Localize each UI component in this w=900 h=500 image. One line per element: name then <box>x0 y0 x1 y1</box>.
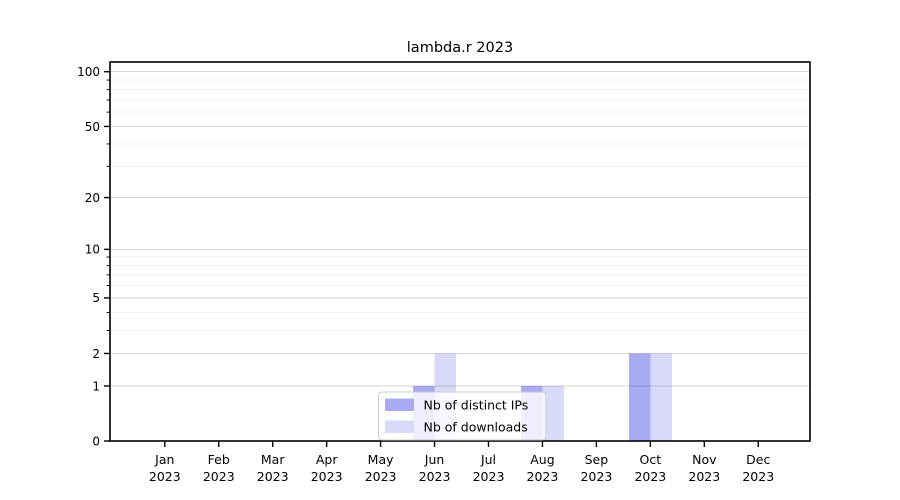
x-tick-label-jul-2023: Jul 2023 <box>473 452 505 484</box>
legend-label-nb-of-distinct-ips: Nb of distinct IPs <box>424 398 529 413</box>
y-tick-label-10: 10 <box>85 243 100 257</box>
x-tick-label-jun-2023: Jun 2023 <box>419 452 451 484</box>
y-tick-label-20: 20 <box>85 191 100 205</box>
y-tick-label-100: 100 <box>77 65 100 79</box>
x-tick-label-apr-2023: Apr 2023 <box>311 452 343 484</box>
chart-title: lambda.r 2023 <box>407 40 513 56</box>
y-tick-label-50: 50 <box>85 120 100 134</box>
x-tick-label-sep-2023: Sep 2023 <box>580 452 612 484</box>
x-tick-label-oct-2023: Oct 2023 <box>634 452 666 484</box>
legend: Nb of distinct IPs Nb of downloads <box>378 391 547 441</box>
plot-border <box>109 61 811 442</box>
x-tick-label-aug-2023: Aug 2023 <box>527 452 559 484</box>
legend-swatch-nb-of-distinct-ips <box>385 398 414 411</box>
y-tick-label-5: 5 <box>92 291 100 305</box>
gridlines-layer <box>111 71 809 387</box>
x-tick-label-jan-2023: Jan 2023 <box>149 452 181 484</box>
legend-label-nb-of-downloads: Nb of downloads <box>424 420 528 435</box>
x-tick-label-may-2023: May 2023 <box>365 452 397 484</box>
bar-nb-of-downloads-oct-2023 <box>650 353 672 441</box>
y-tick-label-2: 2 <box>92 347 100 361</box>
x-tick-label-dec-2023: Dec 2023 <box>742 452 774 484</box>
x-tick-label-nov-2023: Nov 2023 <box>688 452 720 484</box>
legend-swatch-nb-of-downloads <box>385 420 414 433</box>
axes-layer: 0 1 2 5 10 20 50 100 Jan 2023 Feb 2023 Mar 2023 Apr 202… <box>77 61 811 484</box>
x-tick-label-mar-2023: Mar 2023 <box>257 452 289 484</box>
legend-box <box>378 391 547 441</box>
y-tick-label-0: 0 <box>92 434 100 448</box>
bar-nb-of-distinct-ips-oct-2023 <box>628 353 651 441</box>
y-tick-label-1: 1 <box>92 379 100 393</box>
x-tick-label-feb-2023: Feb 2023 <box>203 452 235 484</box>
bar-nb-of-downloads-aug-2023 <box>542 385 565 441</box>
